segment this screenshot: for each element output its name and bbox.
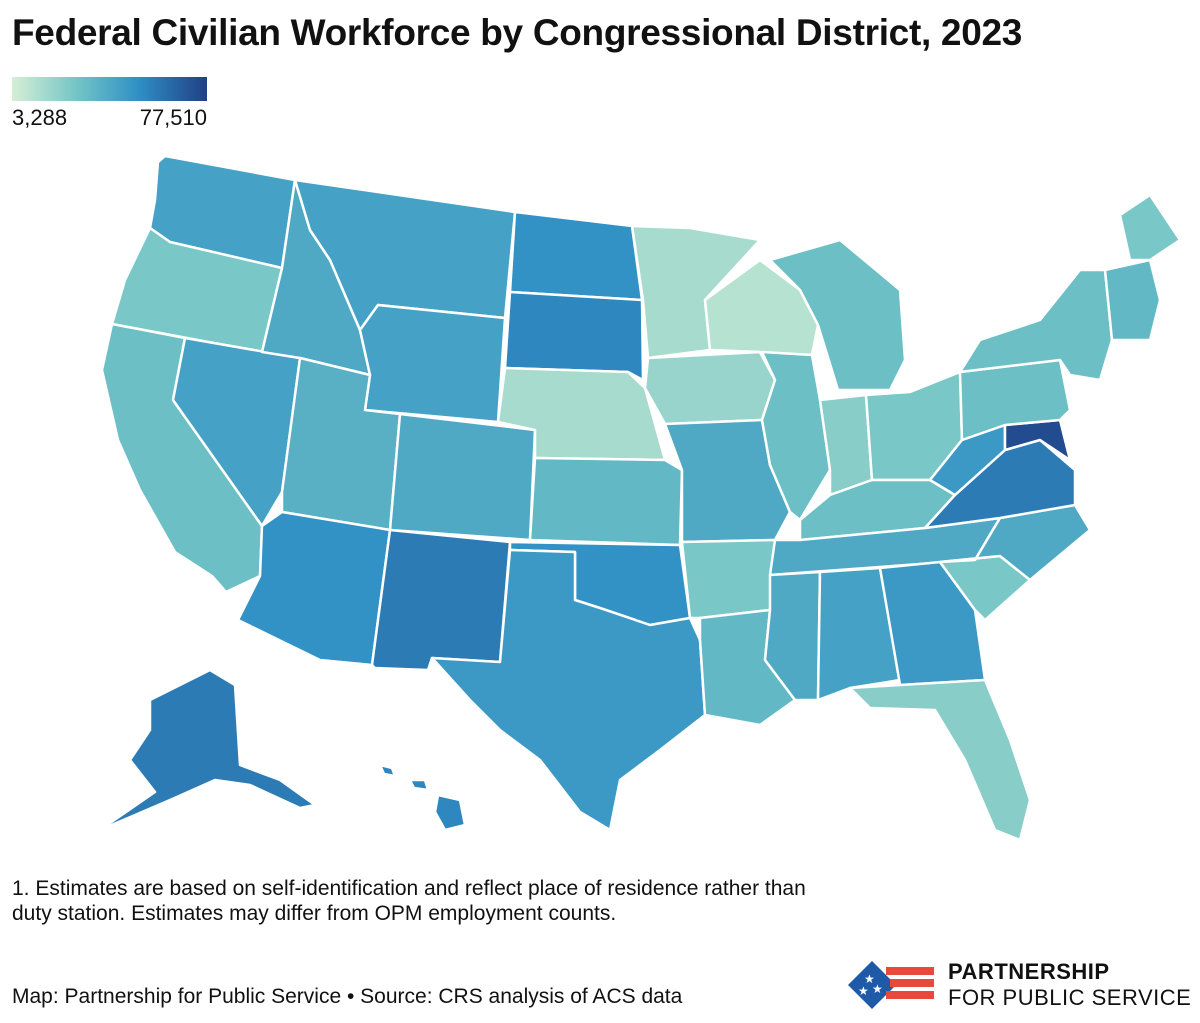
state-HI (378, 763, 467, 832)
us-choropleth-map (98, 154, 1182, 842)
state-IN (818, 393, 874, 497)
state-IL (760, 350, 832, 522)
page-title: Federal Civilian Workforce by Congressio… (12, 12, 1023, 53)
state-NEW-ENGLAND (1103, 258, 1162, 342)
state-TX (430, 548, 707, 832)
state-AZ (236, 510, 392, 667)
state-CO (388, 412, 537, 542)
footnote: 1. Estimates are based on self-identific… (12, 877, 806, 925)
legend-gradient-bar (12, 77, 207, 101)
legend-max-label: 77,510 (139, 105, 207, 130)
svg-text:★: ★ (864, 972, 875, 986)
state-AL (816, 566, 902, 702)
state-IA (643, 350, 777, 426)
source-credit: Map: Partnership for Public Service • So… (12, 985, 683, 1008)
state-AR (680, 538, 777, 620)
logo-line-1: PARTNERSHIP (948, 959, 1110, 984)
partnership-logo: ★ ★ ★ PARTNERSHIP FOR PUBLIC SERVICE (842, 955, 1192, 1015)
legend-labels: 3,288 77,510 (12, 105, 207, 131)
logo-line-2: FOR PUBLIC SERVICE (948, 985, 1192, 1010)
state-AK (98, 668, 317, 832)
svg-text:★: ★ (858, 984, 869, 998)
state-FL (848, 678, 1032, 842)
flag-logo-icon: ★ ★ ★ (848, 961, 934, 1009)
state-WY (358, 303, 507, 424)
state-ME (1118, 193, 1182, 262)
legend-min-label: 3,288 (12, 105, 68, 130)
state-NM (370, 528, 512, 672)
state-GA (878, 560, 987, 687)
svg-text:★: ★ (872, 982, 883, 996)
state-NY (958, 268, 1114, 382)
color-legend: 3,288 77,510 (12, 77, 207, 131)
state-MI (768, 238, 907, 392)
logo-text: PARTNERSHIP FOR PUBLIC SERVICE (948, 959, 1191, 1011)
state-SD (503, 290, 645, 382)
state-KS (528, 456, 684, 547)
state-ND (508, 210, 644, 302)
